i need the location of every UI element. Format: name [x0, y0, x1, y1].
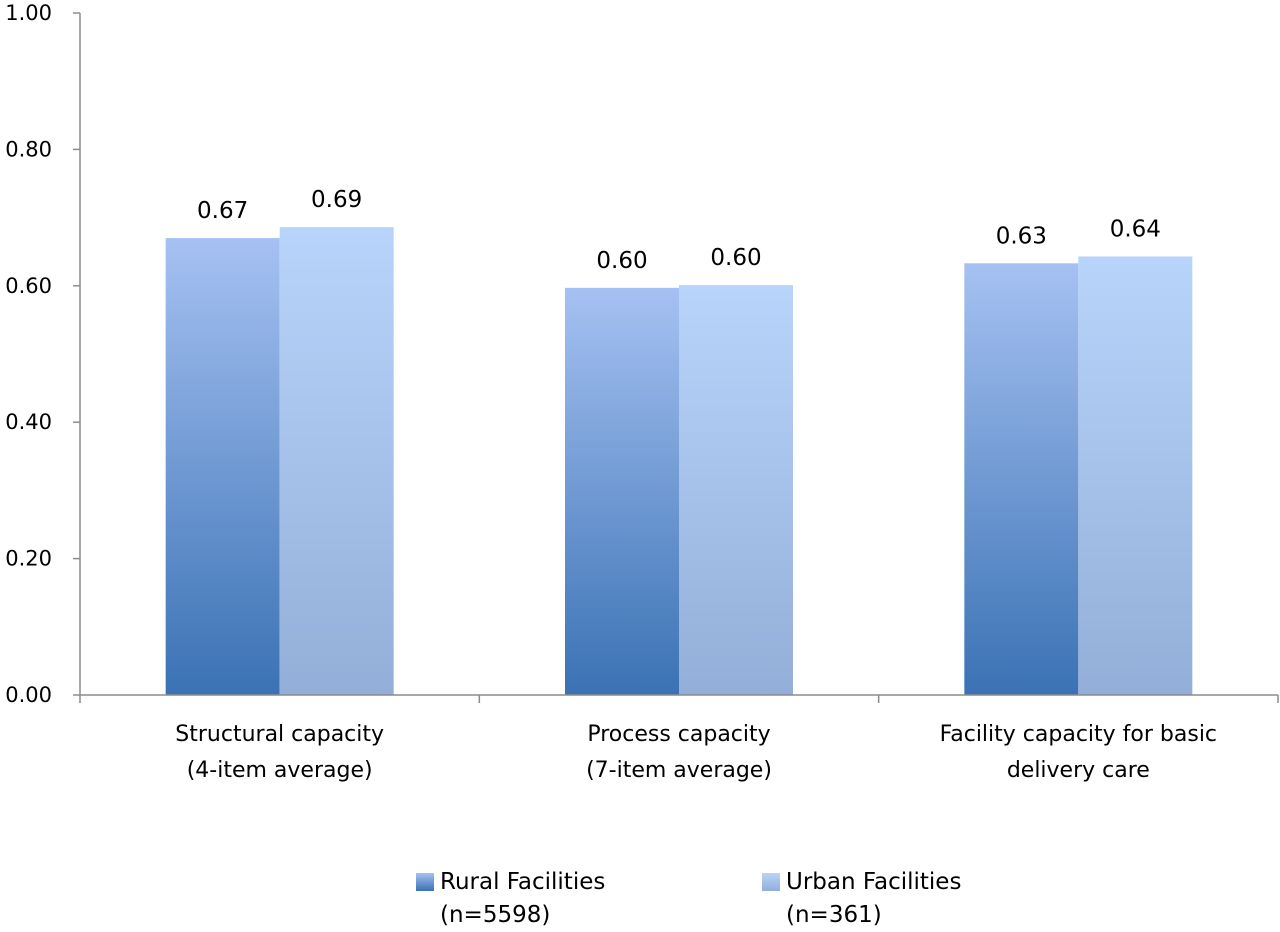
x-category-label: (7-item average) [586, 758, 772, 783]
data-label: 0.69 [311, 187, 362, 213]
legend-swatch-rural [416, 873, 434, 891]
data-label: 0.64 [1110, 216, 1161, 242]
x-category-label: delivery care [1007, 758, 1150, 783]
legend-count-urban: (n=361) [786, 902, 882, 928]
y-tick-label: 0.20 [5, 547, 52, 571]
legend-count-rural: (n=5598) [440, 902, 551, 928]
bar-urban [1078, 256, 1193, 695]
legend-label-rural: Rural Facilities [440, 869, 606, 895]
legend-label-urban: Urban Facilities [786, 869, 962, 895]
bar-rural [165, 238, 280, 695]
bar-urban [279, 227, 394, 695]
x-category-label: Process capacity [587, 722, 770, 747]
y-tick-label: 0.60 [5, 274, 52, 298]
legend-swatch-urban [762, 873, 780, 891]
x-axis: Structural capacity (4-item average) Proce… [79, 694, 1279, 783]
bar-rural [565, 287, 679, 695]
y-tick-label: 0.80 [5, 137, 52, 161]
x-category-label: Facility capacity for basic [940, 722, 1217, 747]
data-label: 0.67 [197, 198, 248, 224]
data-label: 0.63 [996, 223, 1047, 249]
x-category-label: (4-item average) [187, 758, 373, 783]
y-tick-label: 1.00 [5, 1, 52, 25]
data-label: 0.60 [596, 248, 647, 274]
bar-rural [964, 263, 1079, 695]
bar-urban [679, 285, 793, 695]
y-axis: 0.00 0.20 0.40 0.60 0.80 1.00 [5, 1, 81, 707]
y-tick-label: 0.40 [5, 410, 52, 434]
x-category-label: Structural capacity [175, 722, 384, 747]
bar-chart: 0.000.200.400.600.801.00 0.67 0.690.60 0.6… [5, 1, 1279, 783]
bars [165, 227, 1193, 695]
y-tick-label: 0.00 [5, 683, 52, 707]
data-labels: 0.67 0.69 0.60 0.60 0.63 0.64 [197, 187, 1161, 274]
data-label: 0.60 [710, 245, 761, 271]
